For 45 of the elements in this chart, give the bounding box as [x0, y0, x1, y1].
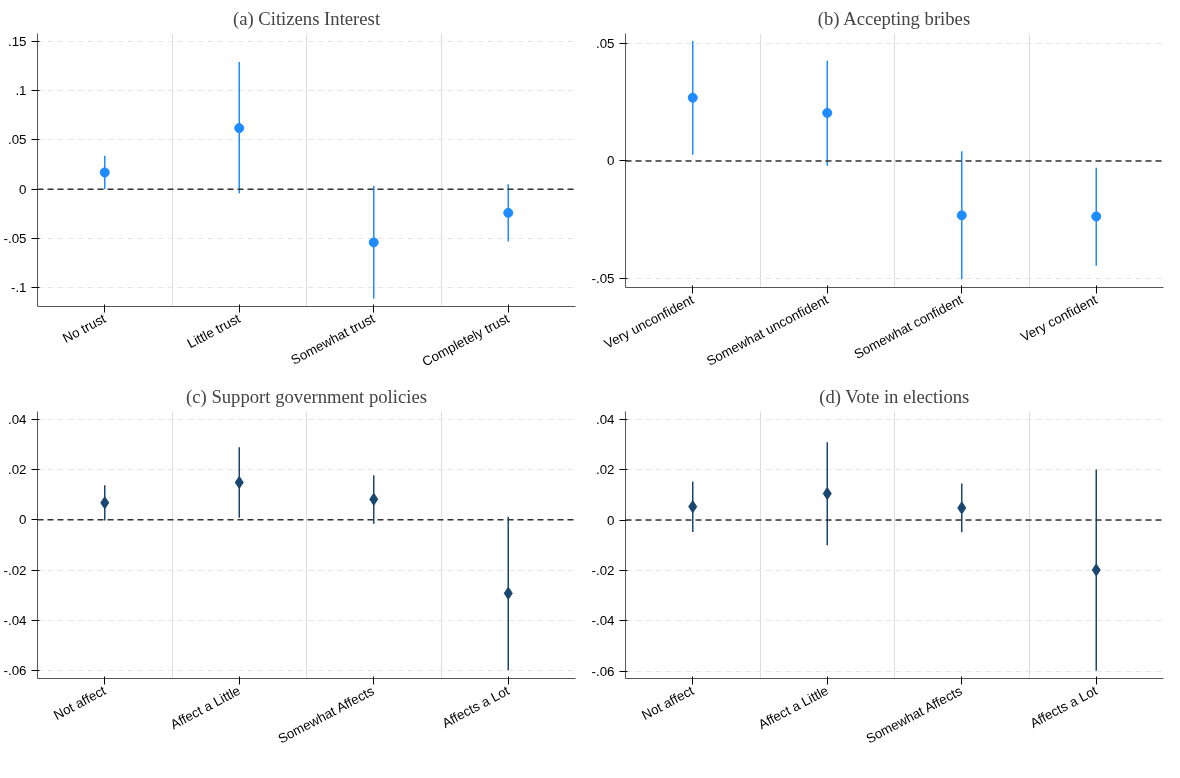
point [503, 207, 514, 218]
y-tick-label: .02 [7, 462, 27, 478]
x-tick-label: Not affect [639, 682, 697, 723]
point [822, 487, 832, 501]
y-tick-label: 0 [607, 512, 615, 528]
y-tick-label: -.1 [10, 280, 27, 296]
y-tick-label: 0 [19, 181, 27, 197]
y-tick-label: .15 [7, 33, 27, 49]
point [368, 237, 379, 248]
y-tick-label: .05 [7, 132, 27, 148]
y-tick-label: -.02 [3, 562, 27, 578]
point [822, 107, 833, 118]
point [234, 123, 245, 134]
point [957, 501, 967, 515]
y-tick-label: -.05 [591, 270, 615, 286]
point [687, 92, 698, 103]
y-tick-label: .04 [7, 411, 28, 427]
y-tick-label: 0 [19, 512, 27, 528]
point [99, 167, 110, 178]
x-tick-label: No trust [60, 310, 109, 347]
y-tick-label: -.04 [3, 612, 28, 628]
y-tick-label: -.06 [591, 663, 615, 679]
y-tick-label: -.04 [591, 613, 616, 629]
x-tick-label: Little trust [184, 310, 244, 352]
point [234, 475, 244, 489]
y-tick-label: -.05 [3, 231, 27, 246]
y-tick-label: -.06 [3, 663, 27, 679]
y-tick-label: 0 [607, 153, 615, 169]
point [956, 210, 967, 221]
y-tick-label: -.02 [591, 562, 615, 578]
y-tick-label: .02 [595, 462, 615, 478]
chart-title: (a) Citizens Interest [232, 7, 381, 30]
point [688, 500, 698, 514]
point [1091, 563, 1101, 577]
y-tick-label: .05 [595, 36, 615, 52]
chart-title: (c) Support government policies [186, 385, 427, 408]
point [100, 496, 110, 510]
x-tick-label: Not affect [51, 682, 109, 723]
chart-title: (b) Accepting bribes [817, 7, 971, 30]
point [503, 586, 513, 600]
y-tick-label: .1 [15, 83, 27, 99]
y-tick-label: .04 [595, 411, 616, 427]
point [1091, 211, 1102, 222]
chart-title: (d) Vote in elections [819, 385, 970, 408]
point [369, 492, 379, 506]
